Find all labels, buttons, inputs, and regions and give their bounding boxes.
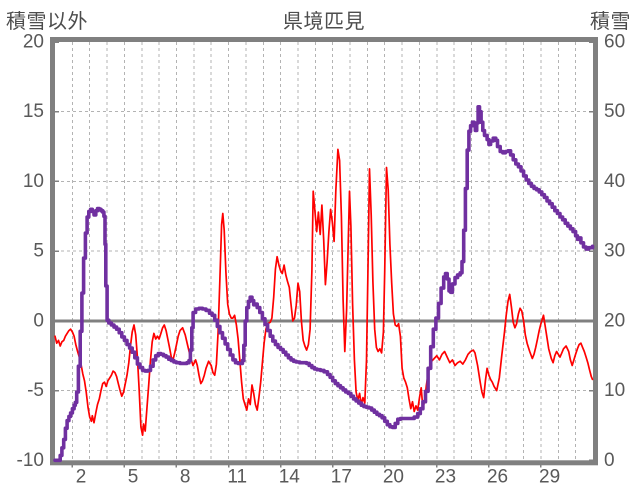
right-axis-tick-label: 30 [604,241,625,262]
axis-ticks [55,41,593,468]
x-axis-tick-label: 29 [539,467,560,488]
x-axis-tick-label: 2 [76,467,87,488]
x-axis-tick-label: 8 [180,467,191,488]
right-axis-tick-label: 40 [604,171,625,192]
gridlines [55,42,593,461]
left-axis-tick-label: -5 [27,380,44,401]
plot-border [50,37,598,466]
series-line-purple [53,105,595,463]
right-axis-tick-label: 50 [604,101,625,122]
right-axis-tick-label: 60 [604,32,625,53]
left-axis-tick-label: 20 [23,32,44,53]
left-axis-tick-label: 15 [23,101,44,122]
left-axis-tick-label: 0 [33,310,44,331]
right-axis-tick-label: 10 [604,380,625,401]
x-axis-tick-label: 14 [279,467,301,488]
chart-title: 県境匹見 [283,11,365,33]
left-axis-tick-label: -10 [17,450,44,471]
x-axis-tick-label: 11 [227,467,247,488]
left-axis-title: 積雪以外 [6,11,88,33]
left-axis-tick-label: 10 [23,171,44,192]
x-axis-tick-label: 23 [435,467,456,488]
right-axis-tick-label: 20 [604,310,625,331]
x-axis-tick-label: 5 [128,467,139,488]
series-line-red [54,148,594,437]
x-axis-tick-label: 20 [383,467,404,488]
left-axis-tick-label: 5 [33,241,44,262]
right-axis-tick-label: 0 [604,450,615,471]
right-axis-title: 積雪 [590,11,631,33]
x-axis-tick-label: 17 [331,467,352,488]
x-axis-tick-label: 26 [487,467,508,488]
